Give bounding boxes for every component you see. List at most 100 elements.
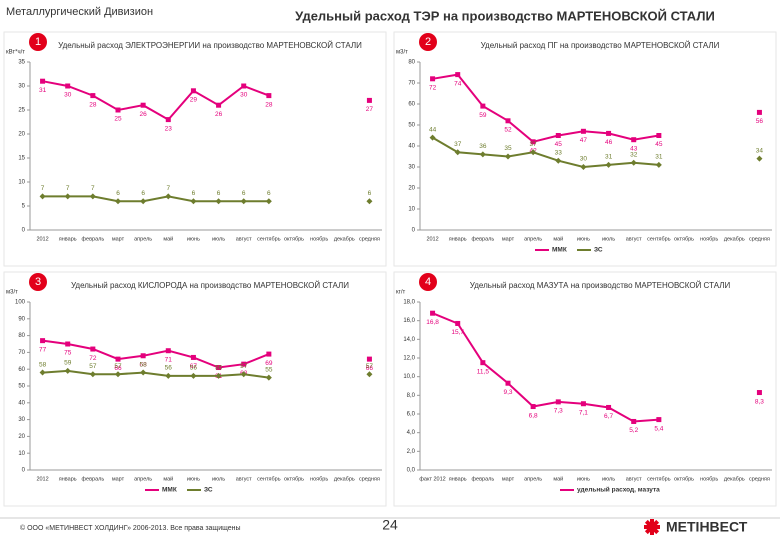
point xyxy=(756,390,762,396)
y-tick-label: 0 xyxy=(412,228,416,234)
point xyxy=(115,371,121,378)
y-tick-label: 30 xyxy=(18,84,25,90)
y-tick-label: 20 xyxy=(18,434,25,440)
division: Металлургический Дивизион xyxy=(6,6,153,18)
x-tick-label: август xyxy=(236,236,252,242)
y-tick-label: 90 xyxy=(18,316,25,322)
logo: МЕТІНВЕСТ xyxy=(644,519,748,535)
chart-title: Удельный расход ПГ на производство МАРТЕ… xyxy=(481,41,720,50)
value-label: 7 xyxy=(41,185,45,192)
point xyxy=(90,93,96,99)
chart-title: Удельный расход КИСЛОРОДА на производств… xyxy=(71,281,349,290)
y-tick-label: 10 xyxy=(18,451,25,457)
value-label: 6,7 xyxy=(604,413,613,420)
badge-label: 3 xyxy=(35,276,41,288)
x-tick-label: июль xyxy=(212,476,225,482)
value-label: 28 xyxy=(265,101,273,108)
value-label: 26 xyxy=(140,111,148,118)
value-label: 7,1 xyxy=(579,409,588,416)
point xyxy=(455,320,461,326)
value-label: 32 xyxy=(630,152,638,159)
value-label: 27 xyxy=(366,106,374,113)
point xyxy=(366,97,372,103)
point xyxy=(656,417,662,423)
badge-label: 4 xyxy=(425,276,431,288)
point xyxy=(241,361,247,367)
value-label: 34 xyxy=(756,147,764,154)
x-tick-label: ноябрь xyxy=(310,236,328,242)
point xyxy=(480,360,486,366)
x-tick-label: август xyxy=(236,476,252,482)
x-tick-label: декабрь xyxy=(724,236,745,242)
x-tick-label: март xyxy=(112,236,125,242)
chart-title: Удельный расход ЭЛЕКТРОЭНЕРГИИ на произв… xyxy=(58,41,362,50)
point xyxy=(530,149,537,156)
value-label: 29 xyxy=(190,97,198,104)
value-label: 67 xyxy=(190,363,198,370)
value-label: 6 xyxy=(267,190,271,197)
x-tick-label: факт 2012 xyxy=(419,476,445,482)
x-tick-label: июнь xyxy=(187,236,200,242)
point xyxy=(479,151,486,158)
value-label: 75 xyxy=(64,350,72,357)
point xyxy=(455,72,461,78)
point xyxy=(454,149,461,156)
x-tick-label: январь xyxy=(59,476,77,482)
point xyxy=(190,354,196,360)
point xyxy=(429,134,436,141)
point xyxy=(190,88,196,94)
x-tick-label: средняя xyxy=(749,236,770,242)
x-tick-label: сентябрь xyxy=(647,476,671,482)
value-label: 28 xyxy=(89,101,97,108)
point xyxy=(64,367,71,374)
value-label: 31 xyxy=(605,154,613,161)
x-tick-label: сентябрь xyxy=(257,476,281,482)
x-tick-label: декабрь xyxy=(334,236,355,242)
point xyxy=(115,198,121,205)
x-tick-label: сентябрь xyxy=(647,236,671,242)
point xyxy=(115,356,121,362)
y-tick-label: 0,0 xyxy=(407,468,416,474)
x-tick-label: апрель xyxy=(134,236,152,242)
x-tick-label: средняя xyxy=(749,476,770,482)
value-label: 72 xyxy=(429,85,437,92)
value-label: 56 xyxy=(165,365,173,372)
value-label: 35 xyxy=(504,145,512,152)
point xyxy=(40,78,46,84)
y-tick-label: 8,0 xyxy=(407,393,416,399)
point xyxy=(530,404,536,410)
value-label: 6 xyxy=(242,190,246,197)
x-tick-label: апрель xyxy=(134,476,152,482)
point xyxy=(366,356,372,362)
x-tick-label: декабрь xyxy=(334,476,355,482)
value-label: 7 xyxy=(166,185,170,192)
value-label: 74 xyxy=(454,80,462,87)
chart-frame xyxy=(3,31,387,267)
chart: 3 Удельный расход КИСЛОРОДА на производст… xyxy=(3,271,387,507)
point xyxy=(216,102,222,108)
point xyxy=(140,369,147,376)
value-label: 57 xyxy=(240,363,248,370)
point xyxy=(165,117,171,123)
value-label: 47 xyxy=(580,137,588,144)
value-label: 23 xyxy=(165,125,173,132)
x-tick-label: январь xyxy=(449,476,467,482)
x-tick-label: октябрь xyxy=(284,236,304,242)
legend-label: ЗС xyxy=(594,247,603,254)
point xyxy=(266,351,272,357)
point xyxy=(555,133,561,138)
y-tick-label: 70 xyxy=(408,81,415,87)
y-tick-label: 10 xyxy=(408,207,415,213)
x-tick-label: октябрь xyxy=(284,476,304,482)
value-label: 6 xyxy=(192,190,196,197)
value-label: 66 xyxy=(114,365,122,372)
y-tick-label: 0 xyxy=(22,468,26,474)
value-label: 6,8 xyxy=(529,412,538,419)
value-label: 55 xyxy=(265,366,273,373)
point xyxy=(580,128,586,134)
value-label: 71 xyxy=(165,356,173,363)
value-label: 6 xyxy=(217,190,221,197)
value-label: 37 xyxy=(454,141,462,148)
point xyxy=(505,153,511,160)
